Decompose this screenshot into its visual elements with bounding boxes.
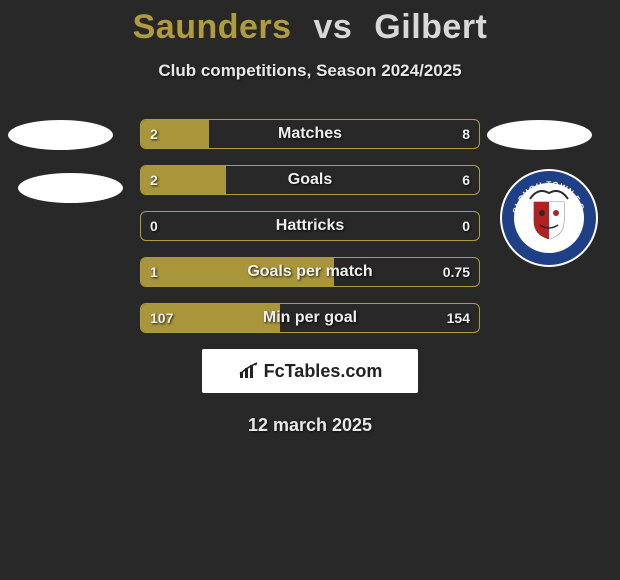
- player2-photo-placeholder: [487, 120, 592, 150]
- stat-left-value: 2: [150, 126, 158, 142]
- player2-club-badge: SLOUGH TOWN F.C. SERVE WITH HONOUR: [500, 169, 598, 267]
- stat-label: Matches: [278, 125, 342, 143]
- date-line: 12 march 2025: [0, 415, 620, 436]
- stat-right-value: 6: [462, 172, 470, 188]
- stat-left-value: 2: [150, 172, 158, 188]
- vs-label: vs: [314, 8, 353, 46]
- player2-name: Gilbert: [374, 8, 487, 46]
- stat-right-value: 0: [462, 218, 470, 234]
- brand-text: FcTables.com: [264, 361, 383, 382]
- stat-left-value: 107: [150, 310, 173, 326]
- stat-row: 2 Matches 8: [140, 119, 480, 149]
- stat-right-value: 0.75: [443, 264, 470, 280]
- stat-label: Min per goal: [263, 309, 357, 327]
- stat-bar-right-fill: [209, 120, 479, 148]
- stats-area: SLOUGH TOWN F.C. SERVE WITH HONOUR 2 Mat…: [0, 119, 620, 333]
- brand-chart-icon: [238, 362, 260, 380]
- comparison-title: Saunders vs Gilbert: [0, 0, 620, 47]
- stat-label: Goals per match: [247, 263, 372, 281]
- stat-right-value: 8: [462, 126, 470, 142]
- stat-left-value: 1: [150, 264, 158, 280]
- stat-bar-right-fill: [226, 166, 480, 194]
- stat-label: Hattricks: [276, 217, 344, 235]
- stat-row: 1 Goals per match 0.75: [140, 257, 480, 287]
- stat-right-value: 154: [447, 310, 470, 326]
- club-crest-svg: SLOUGH TOWN F.C. SERVE WITH HONOUR: [500, 169, 598, 267]
- player1-club-placeholder: [18, 173, 123, 203]
- stat-label: Goals: [288, 171, 332, 189]
- stat-row: 107 Min per goal 154: [140, 303, 480, 333]
- stat-left-value: 0: [150, 218, 158, 234]
- player1-photo-placeholder: [8, 120, 113, 150]
- brand-box: FcTables.com: [202, 349, 418, 393]
- stat-row: 0 Hattricks 0: [140, 211, 480, 241]
- player1-name: Saunders: [133, 8, 292, 46]
- stat-bars: 2 Matches 8 2 Goals 6 0 Hattricks 0 1 Go…: [140, 119, 480, 333]
- stat-row: 2 Goals 6: [140, 165, 480, 195]
- subtitle: Club competitions, Season 2024/2025: [0, 61, 620, 81]
